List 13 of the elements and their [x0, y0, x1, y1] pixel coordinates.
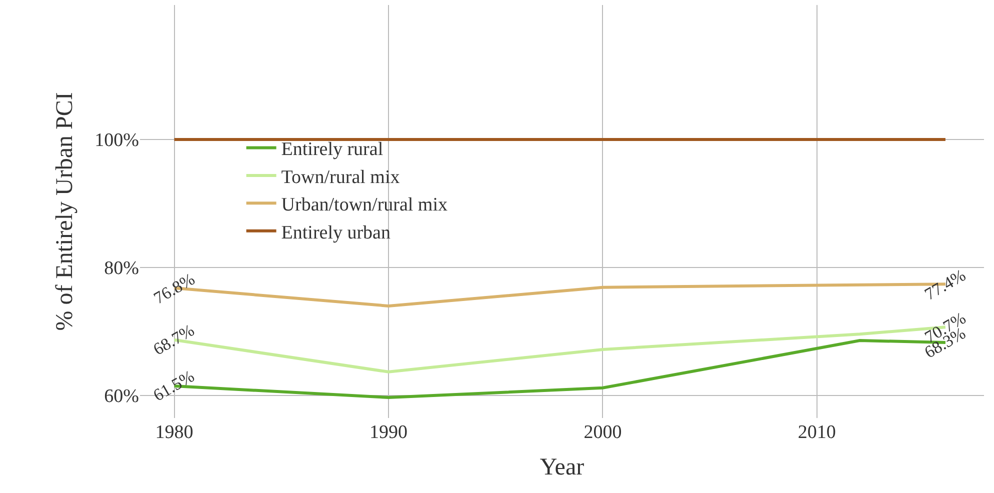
x-axis-title: Year — [540, 454, 584, 480]
legend-label: Entirely rural — [281, 139, 384, 160]
y-tick-label: 60% — [104, 386, 140, 408]
x-tick-label: 1990 — [369, 422, 408, 443]
x-tick-label: 1980 — [155, 422, 194, 443]
legend-label: Town/rural mix — [281, 166, 400, 188]
y-tick-label: 100% — [94, 130, 140, 152]
y-axis-title: % of Entirely Urban PCI — [52, 92, 78, 331]
y-tick-label: 80% — [104, 258, 140, 280]
legend-label: Urban/town/rural mix — [281, 194, 448, 216]
x-tick-label: 2000 — [584, 422, 622, 443]
legend-label: Entirely urban — [281, 222, 391, 244]
x-tick-label: 2010 — [798, 422, 836, 443]
